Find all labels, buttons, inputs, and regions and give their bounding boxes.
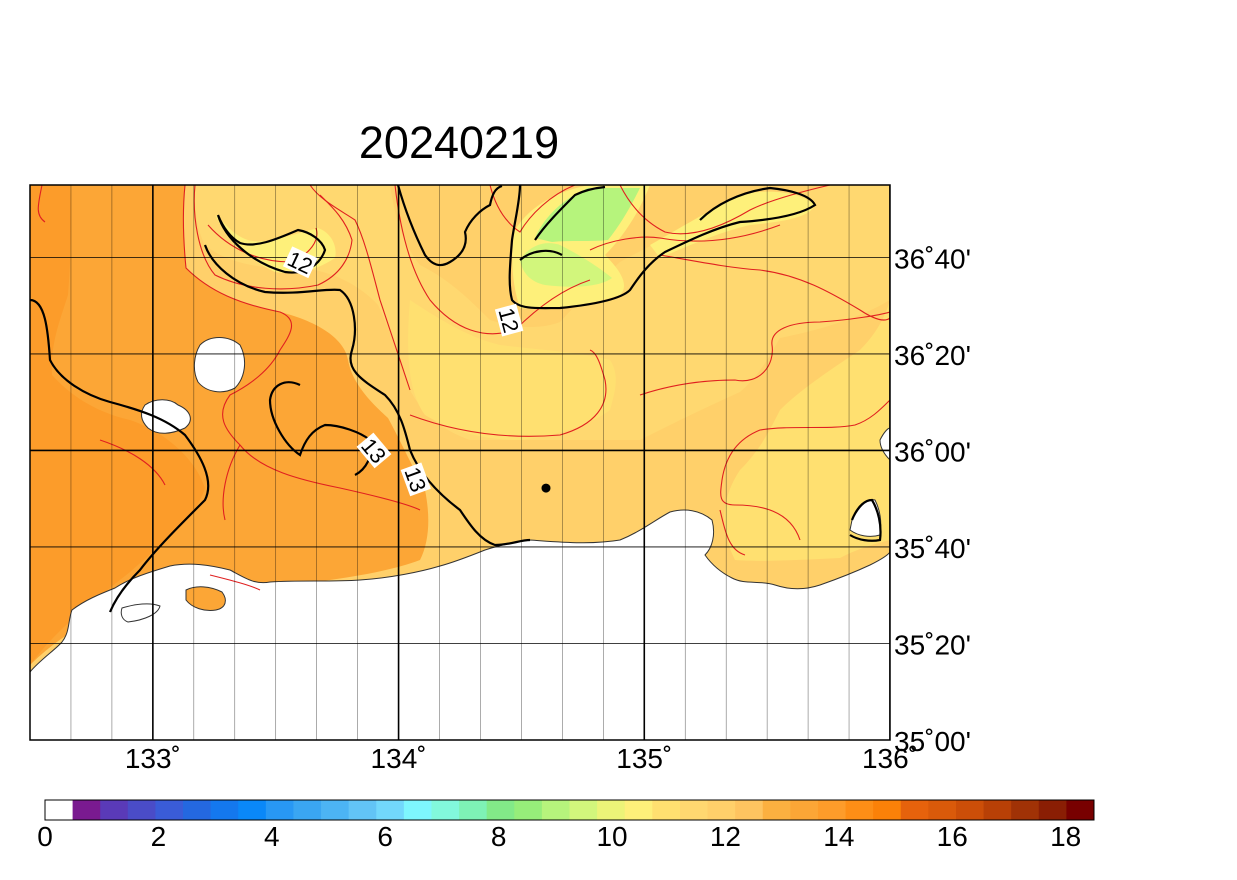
sea-field-11-5 bbox=[520, 243, 612, 287]
contour-label-bg bbox=[356, 432, 392, 469]
colorbar-swatch bbox=[45, 800, 74, 820]
colorbar-tick-label: 0 bbox=[37, 821, 53, 852]
colorbar-swatch bbox=[873, 800, 902, 820]
colorbar-swatch bbox=[127, 800, 156, 820]
colorbar-swatch bbox=[597, 800, 626, 820]
colorbar-swatch bbox=[514, 800, 543, 820]
longitude-label: 136˚ bbox=[862, 743, 918, 774]
colorbar-swatch bbox=[348, 800, 377, 820]
map-frame bbox=[29, 184, 891, 741]
latitude-label: 35˚40' bbox=[894, 533, 971, 564]
latitude-axis-labels: 36˚40' 36˚20' 36˚00' 35˚40' 35˚20' 35˚00' bbox=[894, 243, 971, 757]
colorbar-swatch bbox=[293, 800, 322, 820]
colorbar-swatch bbox=[238, 800, 267, 820]
colorbar-swatch bbox=[790, 800, 819, 820]
black-contours bbox=[30, 185, 882, 613]
colorbar-swatch bbox=[403, 800, 432, 820]
colorbar-tick-label: 14 bbox=[823, 821, 854, 852]
latitude-label: 35˚00' bbox=[894, 726, 971, 757]
colorbar-swatch bbox=[100, 800, 129, 820]
colorbar-swatch bbox=[321, 800, 350, 820]
latitude-label: 36˚20' bbox=[894, 340, 971, 371]
longitude-label: 133˚ bbox=[125, 743, 181, 774]
contour-label-bg bbox=[494, 303, 524, 337]
colorbar-swatch bbox=[1066, 800, 1095, 820]
contour-label: 13 bbox=[399, 462, 431, 497]
latitude-label: 35˚20' bbox=[894, 629, 971, 660]
colorbar-tick-label: 16 bbox=[937, 821, 968, 852]
graticule bbox=[30, 185, 890, 740]
colorbar-tick-label: 12 bbox=[710, 821, 741, 852]
land-island-small bbox=[185, 586, 226, 611]
colorbar-tick-label: 4 bbox=[264, 821, 280, 852]
colorbar-swatch bbox=[431, 800, 460, 820]
land-east-edge bbox=[879, 427, 890, 461]
longitude-label: 134˚ bbox=[371, 743, 427, 774]
colorbar-tick-label: 10 bbox=[596, 821, 627, 852]
map-title: 20240219 bbox=[359, 117, 559, 168]
colorbar-swatch bbox=[72, 800, 101, 820]
colorbar-swatch bbox=[900, 800, 929, 820]
land-lake bbox=[120, 603, 161, 623]
longitude-axis-labels: 133˚ 134˚ 135˚ 136˚ bbox=[125, 743, 918, 774]
colorbar-frame bbox=[44, 799, 1095, 821]
land-oki-dogo bbox=[193, 337, 246, 393]
latitude-label: 36˚00' bbox=[894, 436, 971, 467]
colorbar-swatch bbox=[762, 800, 791, 820]
colorbar-swatch bbox=[265, 800, 294, 820]
colorbar-swatch bbox=[955, 800, 985, 820]
station-marker bbox=[541, 483, 551, 493]
colorbar-swatch bbox=[183, 800, 212, 820]
sea-field-14-5 bbox=[30, 185, 205, 665]
colorbar-swatch bbox=[569, 800, 598, 820]
colorbar-swatch bbox=[376, 800, 405, 820]
colorbar-swatch bbox=[735, 800, 764, 820]
colorbar-swatch bbox=[928, 800, 957, 820]
colorbar-swatch bbox=[652, 800, 681, 820]
colorbar-swatch bbox=[459, 800, 488, 820]
colorbar-swatch bbox=[845, 800, 874, 820]
longitude-label: 135˚ bbox=[616, 743, 672, 774]
contour-label-bg bbox=[282, 246, 318, 279]
colorbar-swatch bbox=[817, 800, 847, 820]
sea-field-12-5-e bbox=[724, 300, 890, 561]
contour-label-bg bbox=[400, 462, 431, 497]
sea-field-11 bbox=[535, 188, 640, 242]
colorbar-swatch bbox=[210, 800, 239, 820]
colorbar-tick-label: 6 bbox=[377, 821, 393, 852]
red-contours bbox=[37, 185, 890, 591]
colorbar-tick-label: 18 bbox=[1050, 821, 1081, 852]
sea-field-12-5-c bbox=[408, 300, 616, 440]
contour-label: 12 bbox=[493, 303, 524, 337]
colorbar-swatch bbox=[707, 800, 736, 820]
colorbar bbox=[44, 799, 1095, 821]
land-oki-dozen bbox=[141, 399, 191, 434]
colorbar-swatch bbox=[983, 800, 1012, 820]
colorbar-tick-label: 8 bbox=[491, 821, 507, 852]
colorbar-tick-label: 2 bbox=[151, 821, 167, 852]
colorbar-swatch bbox=[486, 800, 515, 820]
latitude-label: 36˚40' bbox=[894, 243, 971, 274]
colorbar-swatch bbox=[679, 800, 709, 820]
colorbar-swatch bbox=[155, 800, 184, 820]
colorbar-tick-labels: 0 2 4 6 8 10 12 14 16 18 bbox=[37, 821, 1081, 852]
colorbar-swatch bbox=[541, 800, 570, 820]
colorbar-swatch bbox=[624, 800, 653, 820]
colorbar-swatch bbox=[1038, 800, 1067, 820]
sea-field-12-5-nw bbox=[194, 185, 890, 440]
colorbar-swatch bbox=[1011, 800, 1040, 820]
